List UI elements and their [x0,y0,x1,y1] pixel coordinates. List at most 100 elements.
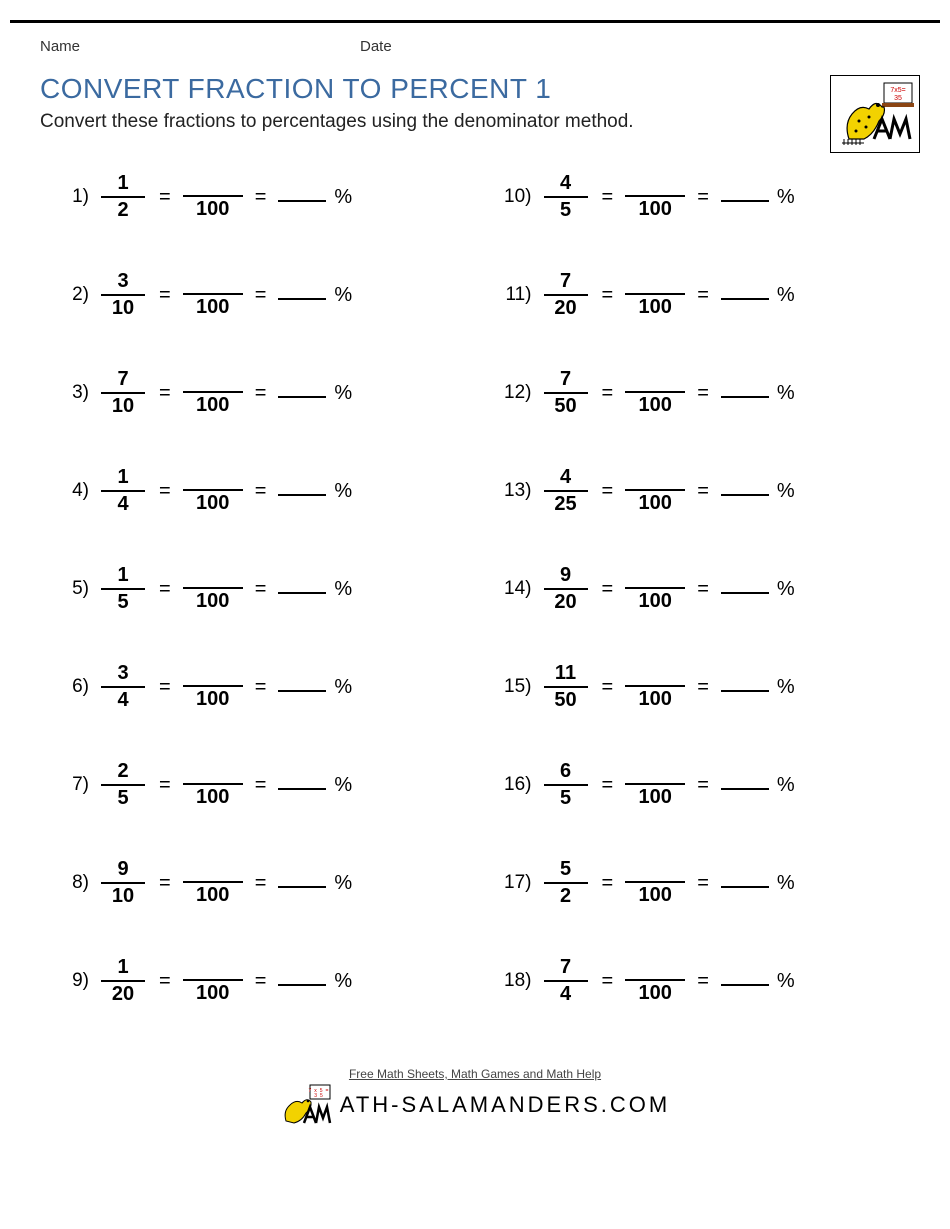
percent-symbol: % [334,578,352,601]
equals-sign: = [159,578,171,601]
equals-sign: = [697,284,709,307]
fraction: 1150 [544,661,588,713]
percent-symbol: % [334,774,352,797]
problem-number: 1) [55,186,95,208]
blank-over-100: 100 [625,173,685,222]
fraction-denominator: 20 [550,296,580,321]
fraction-denominator: 4 [113,492,132,517]
blank-percent[interactable] [721,690,769,692]
equals-sign: = [255,872,267,895]
fraction-denominator: 2 [556,884,575,909]
blank-percent[interactable] [278,690,326,692]
problem-row: 15)1150=100=% [498,661,911,713]
percent-symbol: % [777,578,795,601]
problem-row: 18)74=100=% [498,955,911,1007]
fraction-denominator: 20 [550,590,580,615]
footer-logo-icon: 7x5= 35 [280,1083,332,1127]
equals-sign: = [697,676,709,699]
equals-sign: = [159,284,171,307]
worksheet-instructions: Convert these fractions to percentages u… [0,111,950,151]
svg-text:7x5=: 7x5= [890,87,905,94]
fraction: 710 [101,367,145,419]
equals-sign: = [255,480,267,503]
percent-symbol: % [334,284,352,307]
blank-percent[interactable] [721,200,769,202]
problem-row: 3)710=100=% [55,367,468,419]
fraction: 65 [544,759,588,811]
blank-percent[interactable] [278,200,326,202]
equals-sign: = [697,480,709,503]
problem-number: 7) [55,774,95,796]
percent-symbol: % [777,676,795,699]
equals-sign: = [602,284,614,307]
problem-number: 11) [498,284,538,306]
equals-sign: = [697,872,709,895]
percent-symbol: % [777,970,795,993]
blank-percent[interactable] [721,886,769,888]
target-denominator: 100 [192,589,233,614]
percent-symbol: % [777,382,795,405]
problem-row: 17)52=100=% [498,857,911,909]
date-label: Date [360,38,392,55]
blank-percent[interactable] [278,298,326,300]
problems-grid: 1)12=100=%10)45=100=%2)310=100=%11)720=1… [0,151,950,1037]
blank-percent[interactable] [721,788,769,790]
equals-sign: = [602,480,614,503]
fraction: 34 [101,661,145,713]
fraction: 120 [101,955,145,1007]
problem-row: 7)25=100=% [55,759,468,811]
blank-over-100: 100 [183,369,243,418]
problem-number: 5) [55,578,95,600]
blank-percent[interactable] [721,494,769,496]
target-denominator: 100 [192,197,233,222]
equals-sign: = [159,872,171,895]
equals-sign: = [602,970,614,993]
blank-percent[interactable] [278,788,326,790]
blank-percent[interactable] [278,886,326,888]
percent-symbol: % [777,186,795,209]
target-denominator: 100 [635,687,676,712]
problem-row: 6)34=100=% [55,661,468,713]
equals-sign: = [602,676,614,699]
fraction-numerator: 5 [556,857,575,882]
target-denominator: 100 [192,687,233,712]
fraction-numerator: 4 [556,171,575,196]
blank-over-100: 100 [625,467,685,516]
problem-number: 3) [55,382,95,404]
fraction-numerator: 11 [551,661,580,686]
blank-percent[interactable] [278,396,326,398]
equals-sign: = [159,186,171,209]
worksheet-title: CONVERT FRACTION TO PERCENT 1 [0,55,950,111]
problem-row: 11)720=100=% [498,269,911,321]
blank-over-100: 100 [625,271,685,320]
blank-percent[interactable] [721,396,769,398]
blank-percent[interactable] [721,298,769,300]
blank-percent[interactable] [721,592,769,594]
percent-symbol: % [334,480,352,503]
target-denominator: 100 [192,785,233,810]
problem-number: 2) [55,284,95,306]
blank-percent[interactable] [278,494,326,496]
target-denominator: 100 [635,785,676,810]
blank-over-100: 100 [183,663,243,712]
target-denominator: 100 [635,981,676,1006]
fraction-numerator: 7 [113,367,132,392]
target-denominator: 100 [635,295,676,320]
blank-percent[interactable] [278,984,326,986]
fraction-denominator: 10 [108,394,138,419]
blank-percent[interactable] [278,592,326,594]
equals-sign: = [159,480,171,503]
blank-over-100: 100 [183,859,243,908]
equals-sign: = [255,676,267,699]
fraction-denominator: 5 [113,786,132,811]
fraction: 25 [101,759,145,811]
equals-sign: = [602,578,614,601]
equals-sign: = [697,578,709,601]
problem-number: 12) [498,382,538,404]
problem-number: 16) [498,774,538,796]
blank-percent[interactable] [721,984,769,986]
fraction-numerator: 9 [113,857,132,882]
equals-sign: = [159,676,171,699]
fraction-denominator: 5 [113,590,132,615]
fraction-denominator: 25 [550,492,580,517]
